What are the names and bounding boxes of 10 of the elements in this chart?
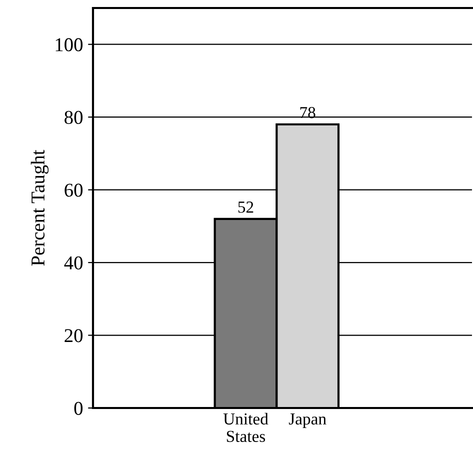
y-tick-label: 60 <box>64 184 83 197</box>
x-tick-label: Japan <box>288 414 326 428</box>
y-tick-label: 40 <box>64 256 83 270</box>
data-label: 52 <box>238 202 254 213</box>
y-tick-label: 100 <box>56 38 83 52</box>
x-tick-label: United States <box>223 412 268 442</box>
y-axis-title: Percent Taught <box>30 150 49 266</box>
y-tick-label: 20 <box>64 329 83 342</box>
y-tick-label: 0 <box>74 402 83 415</box>
y-tick-label: 80 <box>64 110 83 124</box>
